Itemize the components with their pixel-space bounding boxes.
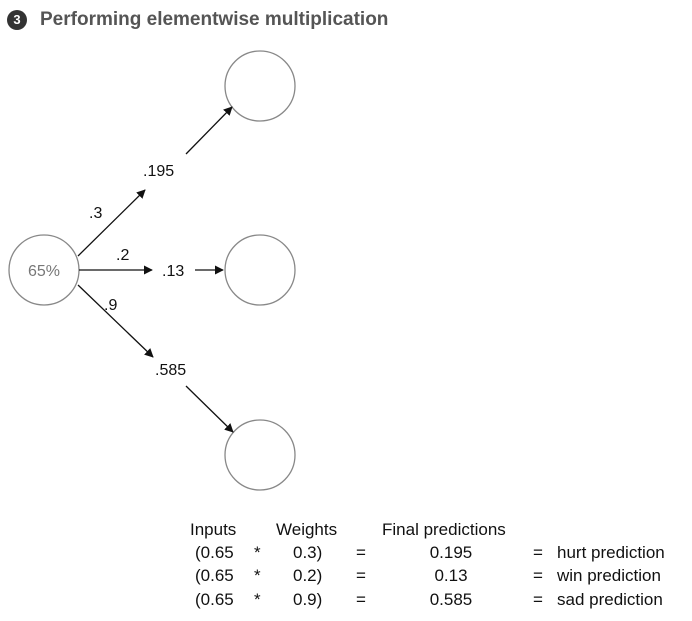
- row-prediction-label: win prediction: [557, 566, 661, 585]
- header-inputs: Inputs: [190, 520, 237, 539]
- row-weight: 0.3): [293, 543, 323, 562]
- output-node-sad: [224, 419, 296, 491]
- row-equals: =: [356, 543, 366, 562]
- weight-label-win: .2: [116, 247, 129, 264]
- row-equals-2: =: [533, 590, 543, 609]
- row-prediction-label: sad prediction: [557, 590, 663, 609]
- product-label-win: .13: [162, 263, 184, 280]
- row-result: 0.13: [434, 566, 468, 585]
- row-weight: 0.2): [293, 566, 323, 585]
- arrow-input-to-sad-product: [77, 284, 154, 358]
- header-final-predictions: Final predictions: [382, 520, 506, 539]
- row-operator: *: [254, 566, 261, 585]
- product-label-hurt: .195: [143, 163, 174, 180]
- arrow-sad-product-to-node: [185, 385, 234, 433]
- output-node-win: [224, 234, 296, 306]
- row-input: (0.65: [195, 590, 234, 609]
- row-equals-2: =: [533, 543, 543, 562]
- row-prediction-label: hurt prediction: [557, 543, 665, 562]
- row-equals-2: =: [533, 566, 543, 585]
- header-weights: Weights: [276, 520, 338, 539]
- page-title: Performing elementwise multiplication: [40, 9, 389, 30]
- row-result: 0.195: [429, 543, 473, 562]
- row-equals: =: [356, 566, 366, 585]
- row-input: (0.65: [195, 566, 234, 585]
- arrow-input-to-hurt-product: [77, 189, 146, 257]
- product-label-sad: .585: [155, 362, 186, 379]
- row-operator: *: [254, 543, 261, 562]
- weight-label-hurt: .3: [89, 205, 102, 222]
- step-number-badge: 3: [7, 10, 27, 30]
- row-operator: *: [254, 590, 261, 609]
- row-input: (0.65: [195, 543, 234, 562]
- arrow-hurt-product-to-node: [185, 106, 233, 155]
- input-node-label: 65%: [28, 263, 60, 280]
- output-node-hurt: [224, 50, 296, 122]
- row-weight: 0.9): [293, 590, 323, 609]
- row-equals: =: [356, 590, 366, 609]
- weight-label-sad: .9: [104, 297, 117, 314]
- row-result: 0.585: [429, 590, 473, 609]
